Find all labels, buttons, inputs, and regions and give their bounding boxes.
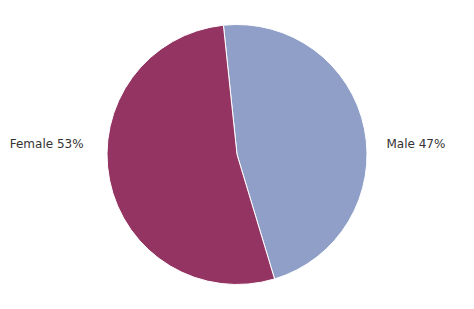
chart-container: Male 47% Female 53%: [0, 0, 474, 309]
chart-svg: Male 47% Female 53%: [0, 0, 474, 309]
pie: [107, 24, 367, 284]
labels: Male 47% Female 53%: [10, 137, 446, 151]
pie-slice: [107, 25, 275, 284]
slice-label: Male 47%: [387, 137, 446, 151]
slice-label: Female 53%: [10, 137, 84, 151]
